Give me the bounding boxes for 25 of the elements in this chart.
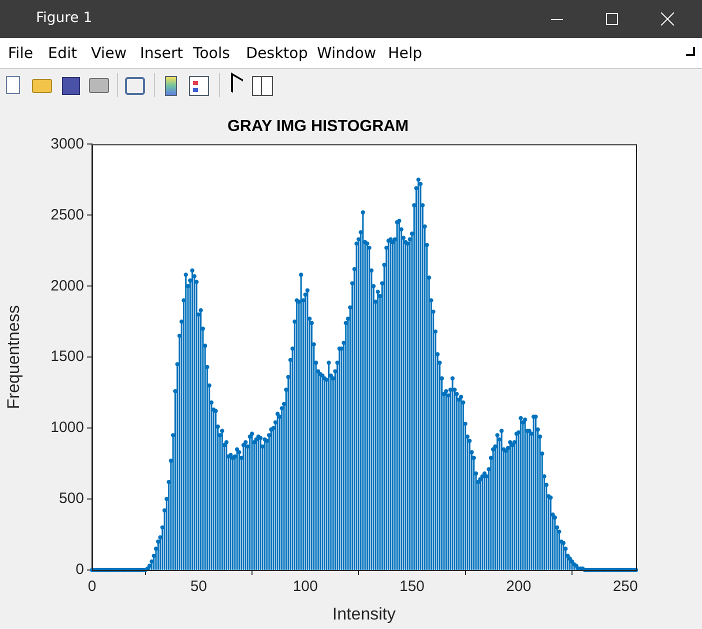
x-tick-label: 50: [190, 578, 208, 596]
y-tick-label: 0: [76, 561, 84, 578]
y-tick-label: 500: [58, 490, 84, 508]
chart-title: GRAY IMG HISTOGRAM: [227, 118, 409, 136]
text: Desktop: [246, 44, 308, 62]
x-tick-label: 150: [399, 578, 425, 596]
x-axis-title: Intensity: [332, 604, 396, 624]
x-tick-label: 100: [292, 578, 318, 596]
caption: Figure 1: [36, 10, 92, 26]
x-tick-label: 0: [88, 578, 96, 596]
y-tick-label: 1000: [50, 419, 84, 436]
text: Insert: [140, 44, 184, 62]
x-tick-label: 250: [612, 578, 638, 596]
text: Tools: [193, 44, 230, 62]
y-tick-label: 2500: [50, 206, 84, 224]
text: Window: [317, 44, 376, 62]
x-tick-label: 200: [506, 578, 532, 596]
y-tick-label: 3000: [50, 135, 84, 152]
text: Help: [388, 44, 422, 62]
y-axis-title: Frequentness: [4, 305, 23, 410]
text: Edit: [48, 44, 78, 62]
y-tick-label: 1500: [50, 348, 84, 366]
text: File: [8, 44, 34, 62]
text: View: [91, 44, 127, 62]
y-tick-label: 2000: [50, 277, 84, 294]
